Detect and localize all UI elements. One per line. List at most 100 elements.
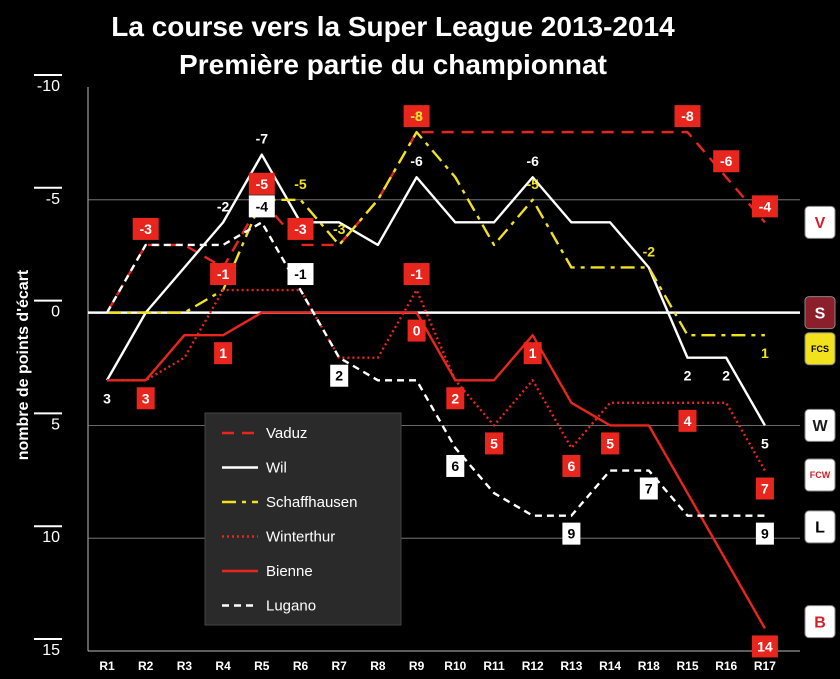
data-label-text: 2	[684, 368, 692, 384]
x-tick-label: R5	[254, 659, 270, 673]
data-label-box	[210, 263, 237, 286]
data-label-box	[755, 477, 774, 500]
data-label-box	[403, 263, 430, 286]
data-label-schaffhausen: -8	[410, 108, 423, 124]
data-label-text: 6	[568, 458, 576, 474]
lugano-logo: L	[804, 510, 836, 544]
lugano-logo-mark: L	[815, 520, 825, 537]
data-label-box	[407, 319, 426, 342]
data-label-schaffhausen: -3	[333, 221, 346, 237]
data-label-schaffhausen: -2	[643, 243, 656, 259]
data-label-text: -6	[526, 153, 539, 169]
data-label-bienne: 14	[751, 635, 778, 658]
data-label-text: 9	[761, 526, 769, 542]
wil-logo: W	[804, 408, 836, 442]
data-label-text: 1	[529, 345, 537, 361]
data-label-box	[132, 217, 159, 240]
data-label-bienne: 1	[214, 342, 233, 365]
data-label-text: -4	[759, 198, 772, 214]
data-label-lugano: 9	[562, 522, 581, 545]
data-label-text: 2	[451, 390, 459, 406]
data-label-text: -1	[294, 266, 307, 282]
y-tick-label: -5	[46, 191, 60, 208]
team-logos: V S FCS W FCW L B	[804, 205, 836, 639]
data-label-wil: 3	[103, 390, 111, 406]
data-label-schaffhausen: 1	[761, 345, 769, 361]
wil-logo-mark: W	[812, 418, 828, 435]
data-label-bienne: 1	[523, 342, 542, 365]
data-label-text: -5	[526, 176, 539, 192]
data-label-text: -3	[139, 221, 152, 237]
legend-item-bienne: Bienne	[222, 563, 313, 580]
data-label-box	[751, 635, 778, 658]
servette-logo-mark: S	[815, 305, 826, 322]
data-label-box	[446, 387, 465, 410]
data-label-box	[136, 387, 155, 410]
data-label-box	[330, 364, 349, 387]
data-label-bienne: 5	[601, 432, 620, 455]
data-label-text: 3	[103, 390, 111, 406]
data-label-winterthur: 6	[562, 454, 581, 477]
x-tick-label: R17	[754, 659, 776, 673]
x-tick-label: R10	[444, 659, 466, 673]
data-label-vaduz: -3	[287, 217, 314, 240]
data-label-text: 2	[722, 368, 730, 384]
series-line-bienne	[107, 311, 766, 630]
legend-label: Schaffhausen	[266, 494, 357, 511]
data-label-wil: -6	[526, 153, 539, 169]
legend-label: Bienne	[266, 563, 313, 580]
data-label-text: -1	[410, 266, 423, 282]
data-label-box	[446, 454, 465, 477]
data-label-text: 5	[606, 435, 614, 451]
servette-logo-shape	[804, 296, 836, 330]
bienne-logo-shape	[804, 605, 836, 639]
y-tick-label: 10	[42, 529, 60, 546]
y-tick-label: 15	[42, 642, 60, 659]
vaduz-logo-mark: V	[815, 215, 826, 232]
data-label-wil: -7	[256, 131, 269, 147]
data-label-lugano: 9	[755, 522, 774, 545]
data-label-vaduz: -8	[674, 105, 701, 128]
data-label-box	[403, 105, 430, 128]
data-label-text: 2	[335, 368, 343, 384]
data-label-lugano: 7	[639, 477, 658, 500]
data-label-box	[562, 522, 581, 545]
x-tick-label: R3	[177, 659, 193, 673]
x-tick-label: R6	[293, 659, 309, 673]
data-label-text: 14	[757, 638, 773, 654]
data-label-lugano: 2	[330, 364, 349, 387]
data-label-text: -2	[217, 198, 230, 214]
data-label-wil: 2	[684, 368, 692, 384]
x-tick-label: R12	[522, 659, 544, 673]
x-tick-label: R11	[483, 659, 505, 673]
schaffhausen-logo-mark: FCS	[811, 344, 829, 354]
data-label-text: -5	[256, 176, 269, 192]
data-label-box	[713, 150, 740, 173]
data-label-vaduz: -6	[713, 150, 740, 173]
data-label-text: 9	[568, 526, 576, 542]
data-label-box	[601, 432, 620, 455]
data-label-text: 0	[413, 323, 421, 339]
data-label-text: -8	[681, 108, 694, 124]
data-label-vaduz: -5	[248, 172, 275, 195]
data-label-winterthur: 5	[485, 432, 503, 455]
data-label-box	[674, 105, 701, 128]
data-label-text: 3	[142, 390, 150, 406]
bienne-logo-mark: B	[814, 614, 826, 631]
y-tick-label: -10	[37, 78, 60, 95]
data-label-wil: 5	[761, 435, 769, 451]
winterthur-logo-shape	[804, 458, 836, 492]
data-label-box	[287, 217, 314, 240]
data-label-text: -1	[217, 266, 230, 282]
x-ticks: R1 R2 R3 R4 R5 R6 R7 R8 R9 R10 R11 R12 R13 R14 R18 R15 R…	[99, 659, 776, 673]
data-label-text: -6	[410, 153, 423, 169]
data-label-text: 5	[761, 435, 769, 451]
x-tick-label: R16	[715, 659, 737, 673]
data-label-text: 1	[761, 345, 769, 361]
x-tick-label: R18	[638, 659, 660, 673]
chart-title: La course vers la Super League 2013-2014	[111, 11, 675, 42]
legend-label: Lugano	[266, 598, 316, 615]
data-label-vaduz: -8	[403, 105, 430, 128]
x-tick-label: R1	[99, 659, 115, 673]
